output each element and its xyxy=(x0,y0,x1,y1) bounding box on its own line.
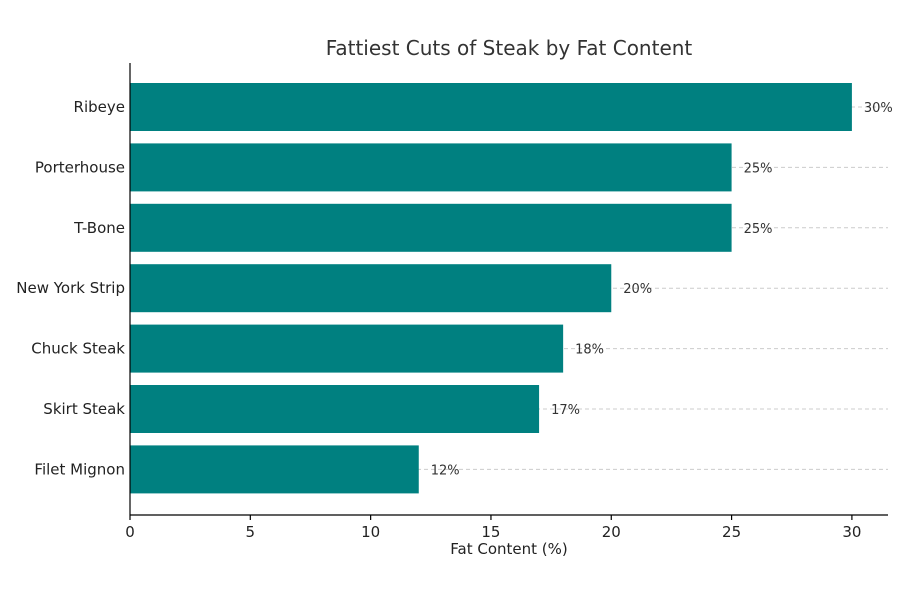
axes xyxy=(129,63,888,516)
bar xyxy=(130,445,419,494)
data-label: 18% xyxy=(575,343,604,358)
x-tick-label: 20 xyxy=(602,523,621,541)
category-label: Filet Mignon xyxy=(34,460,125,478)
category-label: New York Strip xyxy=(16,279,125,297)
category-label: Ribeye xyxy=(74,98,125,116)
bar xyxy=(130,203,732,252)
category-label: T-Bone xyxy=(73,219,125,237)
x-tick-label: 10 xyxy=(361,523,380,541)
x-tick-label: 15 xyxy=(481,523,500,541)
bar xyxy=(130,83,852,131)
x-axis-label: Fat Content (%) xyxy=(450,540,567,558)
category-label: Porterhouse xyxy=(35,158,125,176)
data-labels: 30% 25% 25% 20% 18% 17% 12% xyxy=(431,101,893,478)
x-tick-label: 0 xyxy=(125,523,135,541)
bars xyxy=(130,83,852,494)
data-label: 12% xyxy=(431,463,460,478)
data-label: 20% xyxy=(623,282,652,297)
category-labels: Ribeye Porterhouse T-Bone New York Strip Chu… xyxy=(16,98,125,478)
x-tick-label: 25 xyxy=(722,523,741,541)
data-label: 30% xyxy=(864,101,893,116)
bar xyxy=(130,143,732,192)
x-tick-label: 5 xyxy=(246,523,256,541)
data-label: 25% xyxy=(744,222,773,237)
bar xyxy=(130,264,612,313)
x-tick-label: 30 xyxy=(842,523,861,541)
data-label: 25% xyxy=(744,161,773,176)
category-label: Chuck Steak xyxy=(31,340,125,358)
data-label: 17% xyxy=(551,403,580,418)
chart-title: Fattiest Cuts of Steak by Fat Content xyxy=(326,36,693,60)
bar xyxy=(130,385,540,433)
category-label: Skirt Steak xyxy=(43,400,125,418)
x-ticks: 0 5 10 15 20 25 30 xyxy=(125,515,861,541)
bar xyxy=(130,324,564,373)
